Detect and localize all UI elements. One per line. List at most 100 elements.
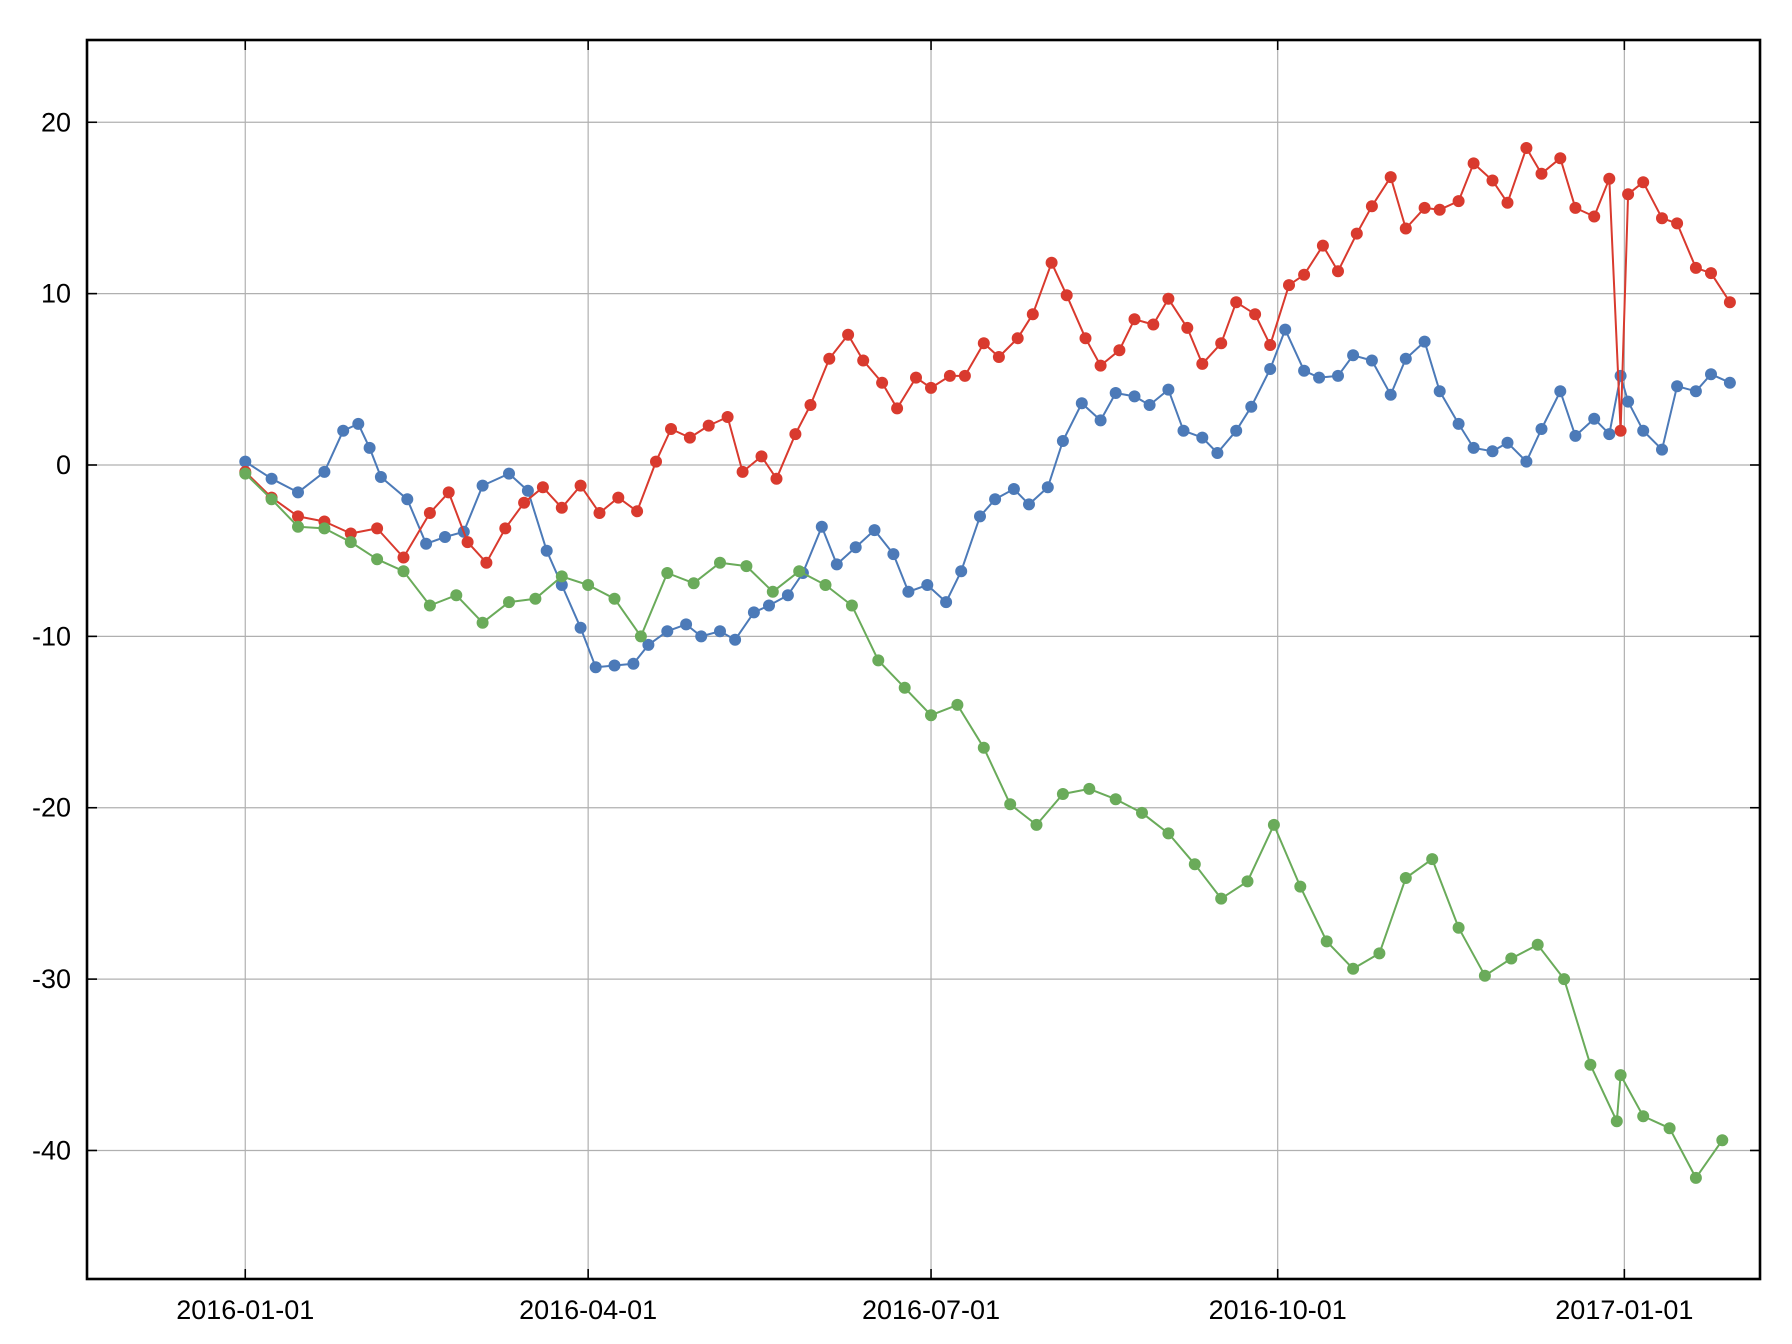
data-point [815,520,828,533]
data-point [1467,157,1480,170]
x-tick-label: 2017-01-01 [1555,1295,1693,1325]
data-point [1094,414,1107,427]
data-point [1079,332,1092,345]
data-point [1188,858,1201,871]
data-point [1060,289,1073,302]
data-point [898,681,911,694]
data-point [480,556,493,569]
data-point [461,536,474,549]
data-point [1162,827,1175,840]
data-point [1030,818,1043,831]
data-point [423,599,436,612]
data-point [891,402,904,415]
data-point [555,579,568,591]
data-point [736,465,749,478]
data-point [1094,359,1107,372]
data-point [1332,265,1344,278]
data-point [650,455,662,468]
data-point [1433,203,1446,216]
axis-ticks [87,40,1760,1279]
series-line [244,472,1724,1179]
data-point [476,616,489,629]
data-point [1614,369,1627,382]
data-point [1267,818,1280,831]
data-point [1486,445,1499,458]
data-point [755,450,768,463]
data-point [1505,952,1518,965]
data-point [344,536,357,549]
data-point [1558,973,1571,986]
data-point [1332,369,1344,382]
series-line [244,147,1731,564]
data-point [1663,1122,1676,1135]
data-point [634,630,647,643]
data-point [442,486,455,499]
data-point [992,351,1005,363]
data-point [1716,1134,1729,1147]
data-point [721,411,734,423]
x-tick-label: 2016-07-01 [862,1295,1000,1325]
data-point [842,328,855,341]
data-point [352,417,365,430]
data-point [439,531,451,543]
data-point [1399,222,1412,235]
data-point [318,465,331,478]
data-point [1588,210,1601,223]
grid-lines [87,40,1760,1279]
data-point [925,381,937,394]
data-point [921,579,934,591]
data-point [661,567,674,579]
data-point [1026,308,1039,321]
data-point [1452,921,1465,934]
data-point [1569,201,1582,214]
data-point [872,654,885,667]
data-point [612,491,625,504]
data-point [1584,1058,1597,1071]
data-point [1501,196,1514,209]
data-point [450,589,463,602]
data-point [823,352,836,365]
data-point [420,537,433,550]
data-point [1531,938,1544,951]
series-2 [239,142,1736,569]
data-point [1554,385,1567,398]
data-point [819,579,832,591]
data-point [747,606,760,619]
data-point [849,541,862,554]
data-point [804,399,817,411]
y-tick-label: 20 [41,107,71,137]
data-point [868,524,881,537]
data-point [536,481,549,494]
data-point [1011,332,1024,345]
y-tick-label: -20 [32,793,71,823]
data-point [1007,483,1020,495]
data-point [1162,383,1175,396]
data-point [1723,296,1736,309]
data-point [887,548,900,561]
data-point [371,522,384,535]
data-point [1418,335,1431,348]
data-point [830,558,843,571]
plot-series [239,142,1736,1184]
data-point [1230,424,1243,437]
data-point [1637,176,1650,189]
data-point [518,496,531,509]
data-point [729,633,742,646]
x-tick-label: 2016-04-01 [519,1295,657,1325]
data-point [1045,256,1058,269]
series-1 [239,323,1736,674]
x-tick-label: 2016-01-01 [176,1295,314,1325]
data-point [1603,172,1616,185]
x-tick-label: 2016-10-01 [1209,1295,1347,1325]
data-point [1128,390,1141,403]
data-point [476,479,489,492]
data-point [714,556,726,569]
data-point [1083,782,1096,795]
data-point [1689,261,1702,274]
data-point [977,337,990,350]
data-point [876,376,889,389]
data-point [1041,481,1054,494]
data-point [1535,423,1548,435]
data-point [763,599,775,612]
data-point [1452,195,1465,208]
